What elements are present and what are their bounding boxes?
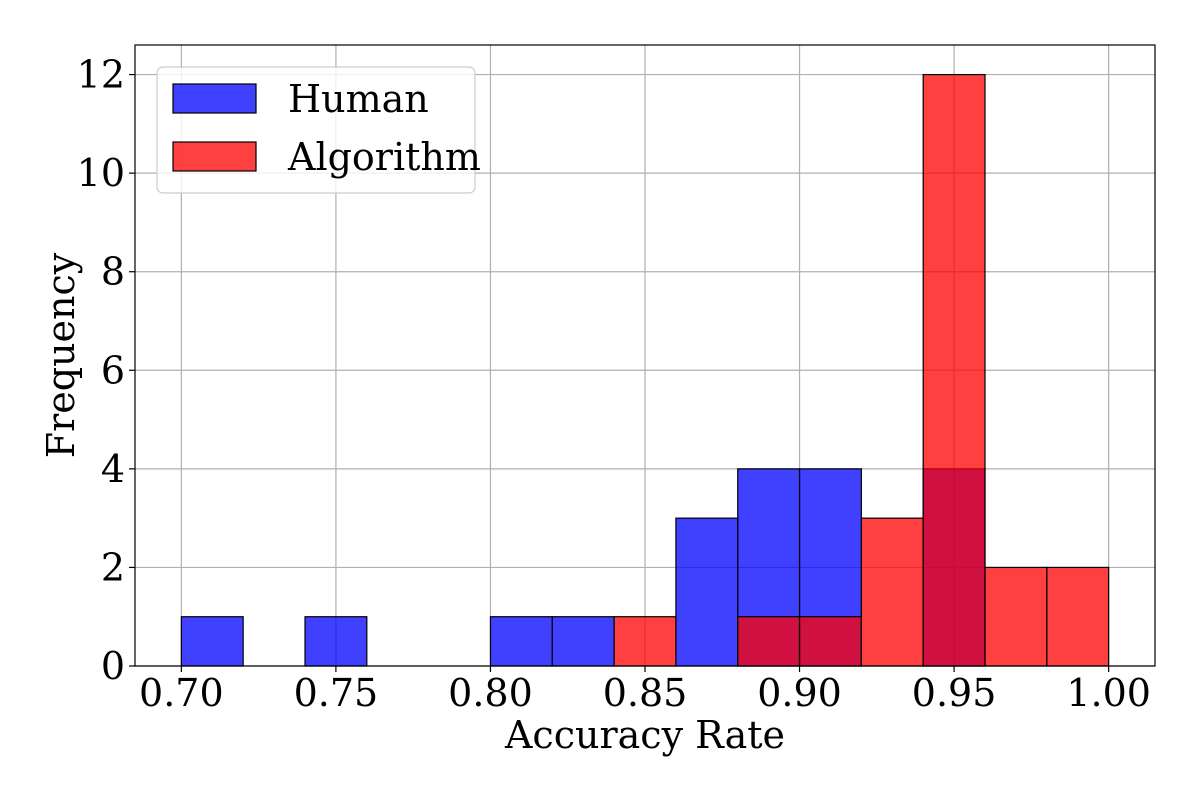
human-bar — [489, 616, 553, 667]
y-tick-label: 6 — [101, 348, 125, 392]
x-axis-ticks: 0.70 0.75 0.80 0.85 0.90 0.95 1.00 — [139, 666, 1151, 715]
human-legend-label: Human — [288, 77, 429, 121]
algorithm-bar — [798, 616, 862, 667]
x-tick-label: 0.95 — [912, 671, 997, 715]
human-bar — [675, 517, 739, 667]
algorithm-bar — [1046, 566, 1110, 667]
algorithm-legend-swatch — [172, 141, 257, 172]
y-tick-label: 0 — [101, 644, 125, 688]
algorithm-bar — [613, 616, 677, 667]
legend: Human Algorithm — [156, 66, 481, 194]
histogram-bars — [180, 73, 1110, 667]
human-legend-swatch — [172, 83, 257, 114]
y-tick-label: 8 — [101, 250, 125, 294]
algorithm-bar — [737, 616, 801, 667]
human-bar — [551, 616, 615, 667]
x-tick-label: 0.90 — [757, 671, 842, 715]
x-axis-label: Accuracy Rate — [504, 713, 785, 757]
human-bar — [304, 616, 368, 667]
y-tick-label: 2 — [101, 545, 125, 589]
x-tick-label: 0.75 — [294, 671, 379, 715]
algorithm-bar — [922, 73, 986, 667]
y-tick-label: 10 — [77, 151, 125, 195]
y-axis-label: Frequency — [39, 252, 83, 458]
x-tick-label: 0.70 — [139, 671, 224, 715]
y-tick-label: 4 — [101, 447, 125, 491]
y-tick-label: 12 — [77, 53, 125, 97]
y-axis-ticks: 0 2 4 6 8 10 12 — [77, 53, 135, 688]
algorithm-legend-label: Algorithm — [287, 135, 481, 179]
x-tick-label: 0.85 — [603, 671, 688, 715]
algorithm-bar — [984, 566, 1048, 667]
algorithm-bar — [860, 517, 924, 667]
x-tick-label: 1.00 — [1066, 671, 1151, 715]
x-tick-label: 0.80 — [448, 671, 533, 715]
human-bar — [180, 616, 244, 667]
